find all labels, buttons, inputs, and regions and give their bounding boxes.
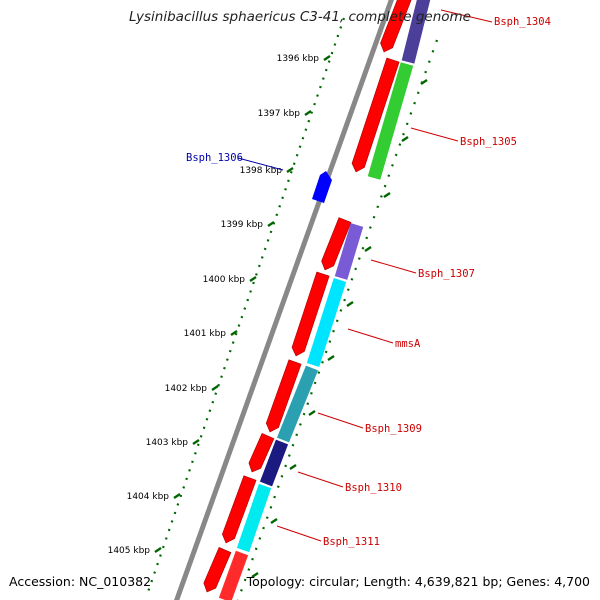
reverse-track-tick <box>270 518 278 524</box>
ruler-tick-label: 1405 kbp <box>108 546 151 556</box>
gene-label-leader <box>347 328 394 344</box>
reverse-track-tick <box>327 355 335 361</box>
gene-bsph-1307-reverse[interactable] <box>334 223 364 280</box>
gene-label[interactable]: Bsph_1311 <box>323 536 380 548</box>
reverse-track-tick <box>346 301 354 307</box>
gene-bsph-1306[interactable] <box>312 171 332 203</box>
gene-bsph-1307-forward[interactable] <box>321 217 352 271</box>
ruler-tick <box>323 55 331 61</box>
gene-next-forward[interactable] <box>203 547 232 593</box>
ruler-tick-label: 1401 kbp <box>184 329 227 339</box>
reverse-track-tick <box>383 192 391 198</box>
ruler-tick-label: 1399 kbp <box>221 220 264 230</box>
gene-bsph-1305-reverse[interactable] <box>367 62 414 180</box>
ruler-tick <box>304 110 312 116</box>
ruler-tick <box>173 493 181 499</box>
gene-bsph-1305-forward[interactable] <box>351 57 400 173</box>
ruler-tick <box>192 439 200 445</box>
gene-label-leader <box>410 127 459 142</box>
accession-label: Accession: NC_010382 <box>9 574 152 589</box>
reverse-track-tick <box>289 464 297 470</box>
gene-bsph-1309-reverse[interactable] <box>276 365 319 443</box>
ruler-tick-label: 1396 kbp <box>277 54 320 64</box>
genome-backbone <box>174 0 394 600</box>
ruler-tick <box>286 167 294 173</box>
gene-mmsA-reverse[interactable] <box>306 278 347 367</box>
gene-label-leader <box>317 412 364 429</box>
reverse-track-tick <box>308 410 316 416</box>
gene-bsph-1309-forward[interactable] <box>265 359 302 433</box>
gene-bsph-1311-reverse[interactable] <box>236 483 272 553</box>
gene-label-leader <box>237 157 284 171</box>
reverse-track-tick <box>364 246 372 252</box>
ruler-tick-label: 1398 kbp <box>240 166 283 176</box>
gene-bsph-1310-forward[interactable] <box>248 432 275 473</box>
ruler-tick <box>230 330 238 336</box>
gene-bsph-1304-forward[interactable] <box>380 0 412 53</box>
ruler-tick-label: 1404 kbp <box>127 492 170 502</box>
gene-label-leader <box>370 259 417 274</box>
gene-bsph-1311-forward[interactable] <box>222 475 257 544</box>
gene-label[interactable]: Bsph_1304 <box>494 16 551 28</box>
ruler-tick-label: 1402 kbp <box>165 384 208 394</box>
gene-label[interactable]: Bsph_1307 <box>418 268 475 280</box>
reverse-strand-track <box>236 39 439 600</box>
gene-label-leader <box>276 525 322 542</box>
gene-label[interactable]: Bsph_1309 <box>365 423 422 435</box>
ruler-tick <box>267 221 275 227</box>
gene-label-leader <box>440 9 493 23</box>
gene-label[interactable]: Bsph_1306 <box>186 152 243 164</box>
gene-label-leader <box>297 471 344 488</box>
topology-label: Topology: circular; Length: 4,639,821 bp… <box>246 574 590 589</box>
gene-label[interactable]: Bsph_1305 <box>460 136 517 148</box>
reverse-track-tick <box>401 136 409 142</box>
ruler-tick <box>249 276 257 282</box>
ruler-tick <box>154 547 162 553</box>
gene-label[interactable]: Bsph_1310 <box>345 482 402 494</box>
gene-bsph-1310-reverse[interactable] <box>259 439 289 487</box>
ruler-track <box>146 17 346 593</box>
gene-bsph-1304-reverse[interactable] <box>401 0 431 64</box>
reverse-track-tick <box>420 79 428 85</box>
ruler-tick-label: 1400 kbp <box>203 275 246 285</box>
reverse-track-tick <box>251 572 259 578</box>
gene-next-reverse[interactable] <box>218 550 249 600</box>
gene-label[interactable]: mmsA <box>395 338 421 350</box>
map-title: Lysinibacillus sphaericus C3-41, complet… <box>128 9 471 25</box>
ruler-tick <box>211 385 219 391</box>
gene-mmsA-forward[interactable] <box>291 271 330 357</box>
ruler-tick-label: 1397 kbp <box>258 109 301 119</box>
ruler-tick-label: 1403 kbp <box>146 438 189 448</box>
